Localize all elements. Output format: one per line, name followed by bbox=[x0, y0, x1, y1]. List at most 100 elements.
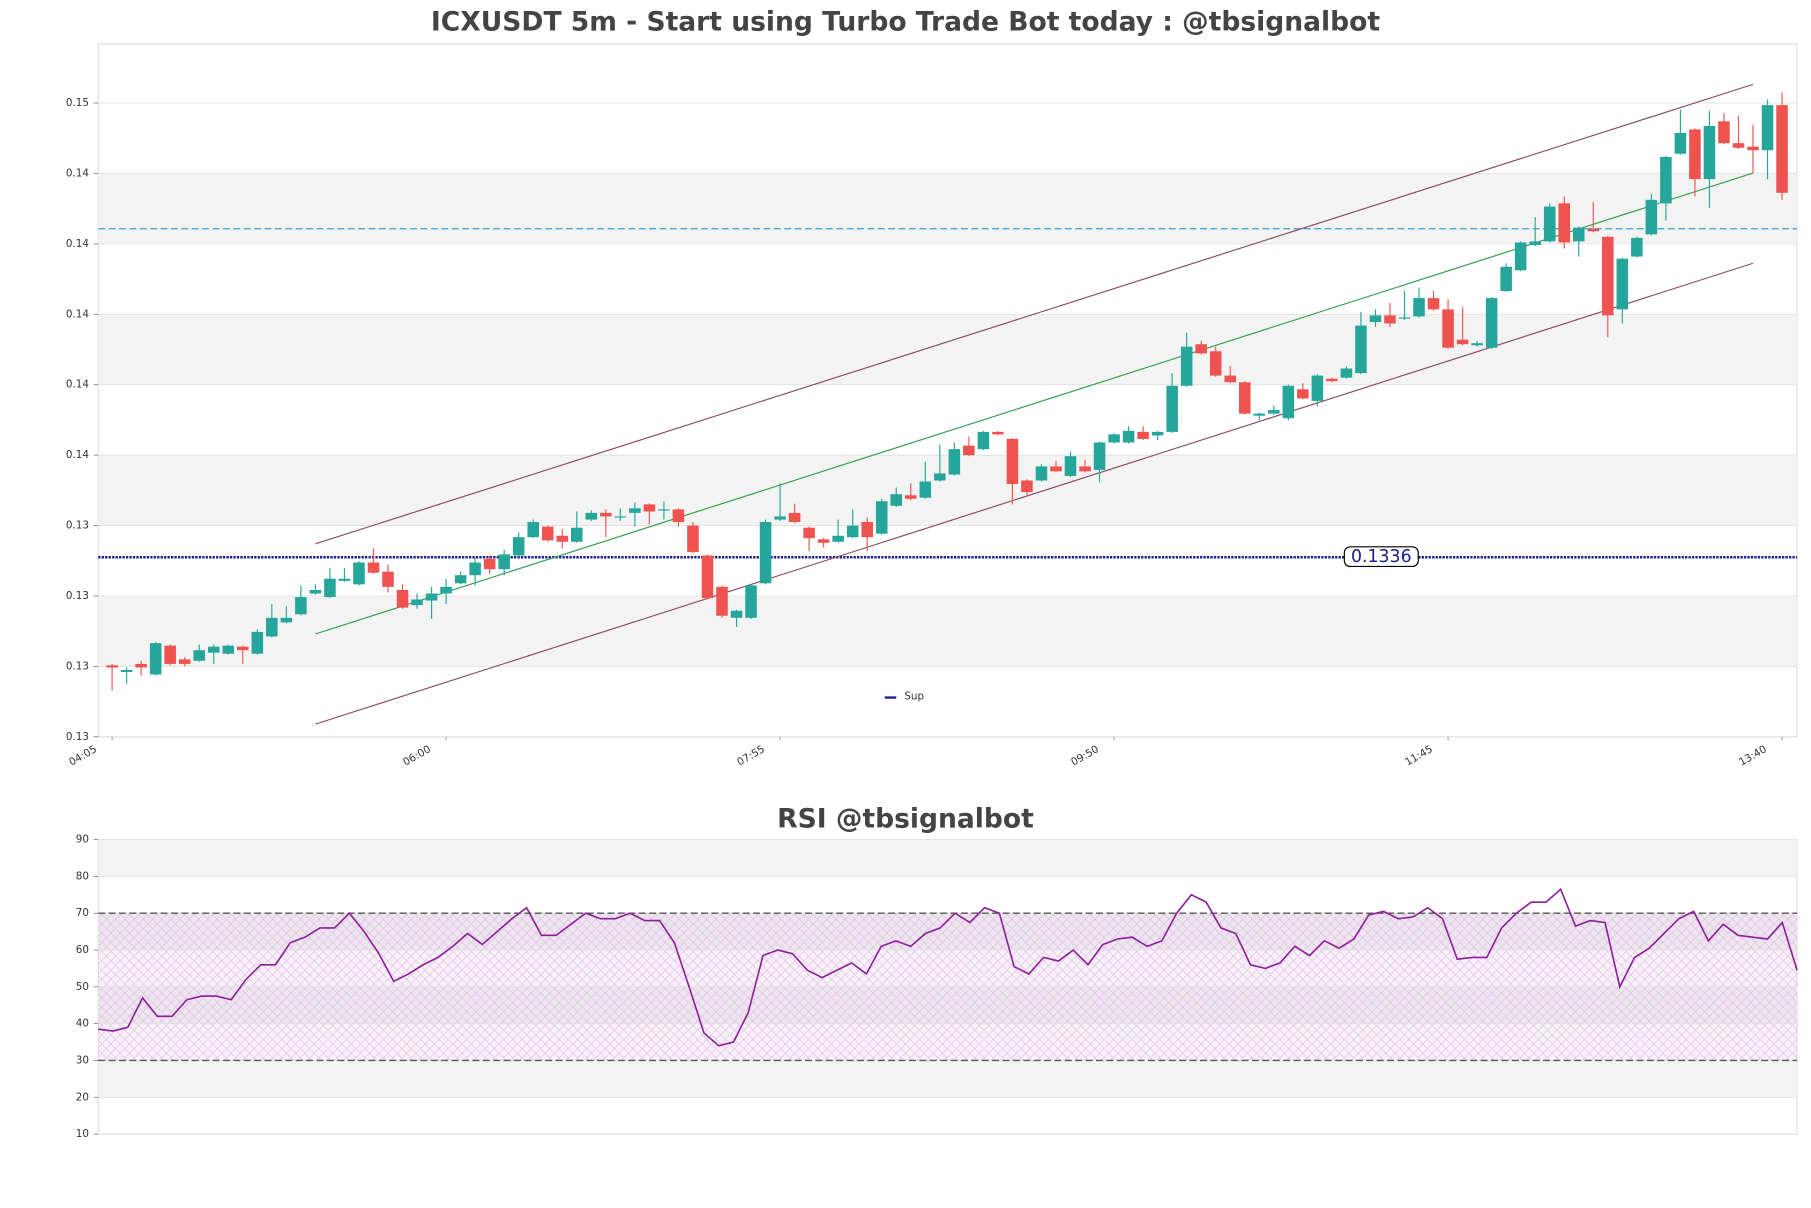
band bbox=[98, 839, 1798, 877]
x-tick-label: 06:00 bbox=[401, 743, 433, 768]
candle-body bbox=[1079, 466, 1091, 472]
candle-body bbox=[237, 646, 249, 651]
candle-body bbox=[1572, 227, 1585, 242]
candle-body bbox=[1747, 146, 1759, 151]
candle-body bbox=[120, 669, 133, 673]
candle-body bbox=[1297, 389, 1309, 399]
candle-body bbox=[1500, 266, 1512, 292]
x-tick-label: 13:40 bbox=[1737, 743, 1769, 768]
candle-body bbox=[1166, 385, 1178, 432]
band bbox=[98, 173, 1798, 244]
candle-body bbox=[164, 645, 176, 664]
candle-body bbox=[687, 525, 699, 552]
candle-body bbox=[309, 589, 322, 594]
candle-body bbox=[919, 481, 932, 498]
candle-body bbox=[643, 504, 656, 512]
candle-body bbox=[904, 495, 917, 499]
candle-body bbox=[614, 516, 627, 518]
candle-body bbox=[1471, 343, 1483, 346]
candle-body bbox=[817, 539, 830, 543]
candle-body bbox=[1485, 298, 1498, 348]
y-tick-label: 0.14 bbox=[66, 449, 89, 461]
rsi-title: RSI @tbsignalbot bbox=[777, 803, 1034, 834]
candle-body bbox=[1558, 203, 1571, 243]
candle-body bbox=[1732, 143, 1745, 148]
candle-body bbox=[832, 535, 844, 542]
candle-body bbox=[730, 610, 743, 618]
candle-body bbox=[1122, 430, 1135, 443]
candle-body bbox=[1253, 413, 1266, 416]
candle-body bbox=[992, 431, 1004, 435]
candle-body bbox=[556, 535, 569, 542]
y-tick-label: 40 bbox=[76, 1018, 89, 1030]
y-tick-label: 0.13 bbox=[66, 590, 89, 602]
candle-body bbox=[266, 617, 278, 637]
candle-body bbox=[541, 526, 554, 541]
y-tick-label: 0.13 bbox=[66, 660, 89, 672]
candle-body bbox=[934, 473, 946, 481]
candle-body bbox=[207, 646, 220, 653]
candle-body bbox=[1311, 375, 1324, 401]
band bbox=[98, 595, 1798, 667]
candle-body bbox=[1209, 351, 1222, 376]
candle-body bbox=[1108, 434, 1120, 443]
candle-body bbox=[658, 509, 670, 511]
candle-body bbox=[788, 512, 801, 523]
candle-body bbox=[1340, 368, 1353, 378]
candle-body bbox=[512, 537, 525, 556]
x-tick-label: 07:55 bbox=[735, 743, 767, 768]
h-line-label: 0.1336 bbox=[1351, 547, 1412, 567]
x-tick-label: 11:45 bbox=[1403, 743, 1435, 768]
y-tick-label: 0.14 bbox=[66, 308, 89, 320]
y-tick-label: 0.14 bbox=[66, 167, 89, 179]
h-line-label-box bbox=[1343, 546, 1419, 568]
y-tick-label: 70 bbox=[76, 907, 89, 919]
candle-body bbox=[295, 597, 307, 615]
candle-body bbox=[1151, 431, 1164, 436]
candle-body bbox=[875, 501, 888, 534]
candle-body bbox=[629, 508, 641, 513]
candle-body bbox=[1761, 105, 1774, 151]
candle-body bbox=[1326, 378, 1338, 382]
candle-body bbox=[948, 449, 961, 475]
candle-body bbox=[846, 525, 859, 538]
candle-body bbox=[1050, 466, 1062, 472]
channel-line bbox=[315, 172, 1754, 635]
candle-body bbox=[1543, 206, 1556, 242]
candle-body bbox=[1674, 132, 1687, 154]
candle-body bbox=[338, 578, 351, 581]
candle-body bbox=[1514, 242, 1527, 271]
y-tick-label: 90 bbox=[76, 834, 89, 846]
candle-body bbox=[483, 559, 496, 570]
candle-body bbox=[1587, 228, 1600, 232]
candle-body bbox=[1268, 410, 1280, 414]
candle-body bbox=[585, 512, 598, 520]
band bbox=[98, 314, 1798, 385]
candle-body bbox=[861, 522, 873, 538]
candle-body bbox=[135, 663, 147, 668]
candle-body bbox=[1776, 105, 1788, 193]
channel-line bbox=[315, 262, 1754, 725]
candle-body bbox=[672, 509, 685, 523]
candle-body bbox=[367, 562, 380, 573]
candle-body bbox=[1398, 317, 1411, 319]
candle-body bbox=[440, 586, 452, 594]
candle-body bbox=[1645, 199, 1658, 235]
channel-line bbox=[315, 83, 1754, 545]
candle-body bbox=[571, 527, 583, 542]
rsi-line bbox=[98, 887, 1798, 1047]
candle-body bbox=[149, 643, 162, 675]
candle-body bbox=[1021, 480, 1033, 493]
candle-body bbox=[701, 555, 714, 599]
candle-body bbox=[222, 645, 235, 654]
candle-body bbox=[1035, 466, 1048, 481]
candle-body bbox=[600, 512, 612, 517]
candle-body bbox=[1718, 121, 1730, 144]
y-tick-label: 80 bbox=[76, 870, 89, 882]
candle-body bbox=[803, 527, 815, 539]
y-tick-label: 0.13 bbox=[66, 731, 89, 743]
candle-body bbox=[716, 586, 728, 616]
candle-body bbox=[745, 585, 757, 618]
